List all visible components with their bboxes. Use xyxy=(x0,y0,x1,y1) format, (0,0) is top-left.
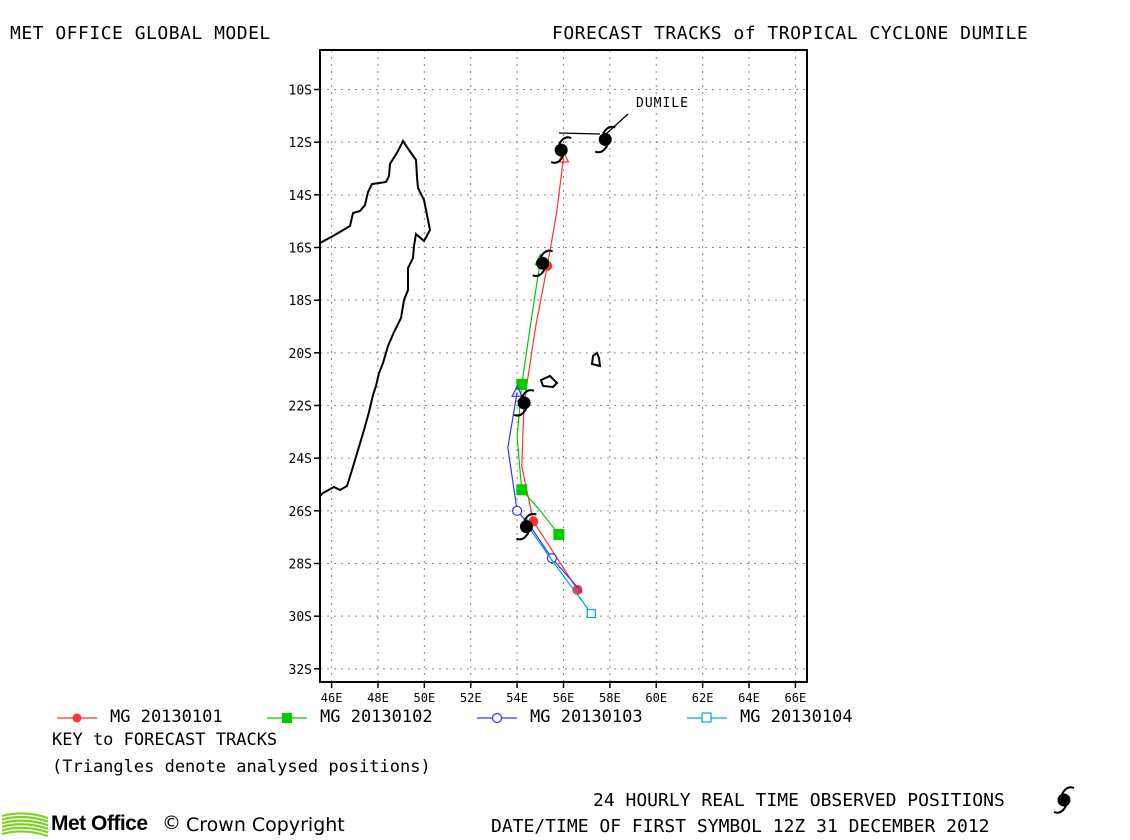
analysed-position-triangle xyxy=(511,384,524,397)
track-line xyxy=(507,392,583,593)
brand-name: Met Office xyxy=(51,812,148,835)
lon-tick-label: 46E xyxy=(321,691,343,705)
legend-label-3: MG 20130103 xyxy=(530,707,643,727)
cyclone-arm xyxy=(558,136,572,145)
cyclone-symbol-icon xyxy=(516,512,537,541)
track-line xyxy=(516,260,560,535)
graticule xyxy=(320,50,807,682)
legend-label-1: MG 20130101 xyxy=(110,707,223,727)
cyclone-symbol-icon xyxy=(513,389,535,417)
observed-positions-label: 24 HOURLY REAL TIME OBSERVED POSITIONS xyxy=(593,790,1005,811)
coastline xyxy=(319,139,602,497)
forecast-track-3 xyxy=(507,384,583,593)
track-marker xyxy=(586,608,596,619)
lon-tick-label: 50E xyxy=(414,691,436,705)
lon-tick-label: 56E xyxy=(553,691,575,705)
cyclone-arm xyxy=(513,408,527,417)
legend-swatch-4 xyxy=(687,712,727,723)
cyclone-eye xyxy=(536,256,550,270)
legend-swatch-1 xyxy=(57,713,97,723)
observed-track-link xyxy=(558,132,601,135)
longitude-labels: 46E 48E 50E 52E 54E 56E 58E 60E 62E 64E 66E xyxy=(321,682,806,705)
lat-tick-label: 10S xyxy=(289,84,312,99)
lat-tick-label: 18S xyxy=(289,294,312,309)
key-title: KEY to FORECAST TRACKS xyxy=(52,730,278,750)
cyclone-eye xyxy=(519,520,533,534)
lat-tick-label: 28S xyxy=(289,558,312,573)
mauritius-island xyxy=(590,351,602,368)
met-office-logo-icon xyxy=(2,812,49,838)
legend-label-4: MG 20130104 xyxy=(740,707,853,727)
lat-tick-label: 32S xyxy=(289,663,312,678)
storm-label-group: DUMILE xyxy=(558,96,689,135)
lat-tick-label: 14S xyxy=(289,189,312,204)
first-symbol-datetime: DATE/TIME OF FIRST SYMBOL 12Z 31 DECEMBE… xyxy=(491,816,990,837)
observed-positions xyxy=(513,125,616,541)
cyclone-arm xyxy=(550,155,565,164)
lat-tick-label: 30S xyxy=(289,610,312,625)
track-marker xyxy=(512,505,523,516)
cyclone-arm xyxy=(539,249,554,258)
cyclone-eye xyxy=(517,396,531,410)
cyclone-arm xyxy=(594,145,609,154)
cyclone-symbol-icon xyxy=(594,125,616,154)
reunion-island xyxy=(539,374,559,389)
cyclone-arm xyxy=(532,268,546,278)
chart-title: FORECAST TRACKS of TROPICAL CYCLONE DUMI… xyxy=(552,23,1029,44)
model-title: MET OFFICE GLOBAL MODEL xyxy=(10,23,271,44)
cyclone-arm xyxy=(516,532,530,541)
lon-tick-label: 54E xyxy=(506,691,528,705)
track-legend xyxy=(57,712,727,724)
analysed-position-triangle xyxy=(557,150,570,163)
latitude-labels: 10S 12S 14S 16S 18S 20S 22S 24S 26S 28S 30S 32S xyxy=(289,84,320,678)
lon-tick-label: 58E xyxy=(599,691,621,705)
lat-tick-label: 22S xyxy=(289,400,312,415)
cyclone-eye xyxy=(598,133,612,147)
logo-stripe xyxy=(2,819,49,827)
lon-tick-label: 60E xyxy=(645,691,667,705)
legend-swatch-2 xyxy=(267,713,307,723)
key-note: (Triangles denote analysed positions) xyxy=(52,757,431,777)
copyright-text: Crown Copyright xyxy=(186,814,345,836)
cyclone-symbol-icon xyxy=(532,249,554,278)
cyclone-arm xyxy=(523,512,537,522)
copyright-symbol: © xyxy=(162,812,181,834)
lon-tick-label: 62E xyxy=(692,691,714,705)
track-marker xyxy=(516,378,528,390)
lat-tick-label: 26S xyxy=(289,505,312,520)
logo-stripe xyxy=(2,823,49,830)
lat-tick-label: 12S xyxy=(289,136,312,151)
logo-stripe xyxy=(2,830,49,838)
cyclone-symbol-icon xyxy=(1053,786,1075,814)
logo-stripe xyxy=(2,812,49,820)
cyclone-eye xyxy=(554,143,568,157)
lon-tick-label: 48E xyxy=(367,691,389,705)
madagascar-coastline xyxy=(319,139,432,497)
track-line xyxy=(525,523,592,614)
lat-tick-label: 16S xyxy=(289,242,312,257)
logo-stripe xyxy=(2,815,49,823)
cyclone-arm xyxy=(521,389,535,398)
forecast-tracks xyxy=(507,150,596,619)
lat-tick-label: 20S xyxy=(289,347,312,362)
legend-swatch-3 xyxy=(477,712,517,724)
track-marker xyxy=(553,529,565,541)
track-marker xyxy=(516,484,528,496)
lon-tick-label: 52E xyxy=(460,691,482,705)
storm-label: DUMILE xyxy=(636,96,689,111)
storm-label-leader xyxy=(605,113,629,135)
cyclone-symbol-icon xyxy=(550,136,572,164)
lat-tick-label: 24S xyxy=(289,452,312,467)
lon-tick-label: 64E xyxy=(738,691,760,705)
logo-stripe xyxy=(2,826,49,834)
lon-tick-label: 66E xyxy=(785,691,807,705)
legend-label-2: MG 20130102 xyxy=(320,707,433,727)
